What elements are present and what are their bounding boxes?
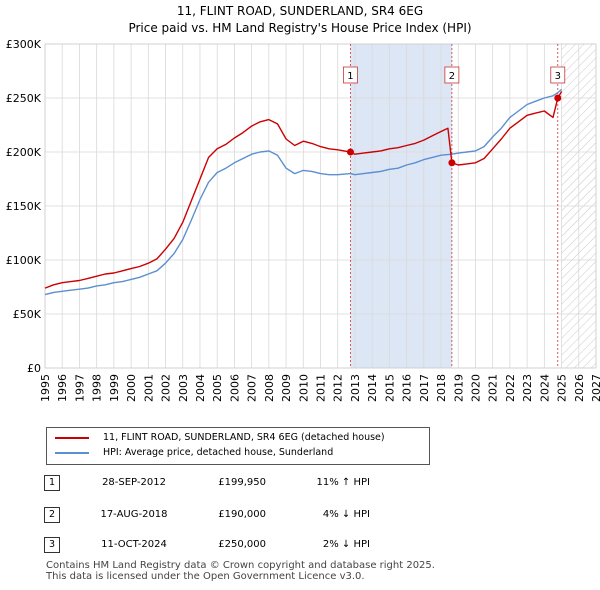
x-tick-label: 2005: [211, 374, 224, 402]
price-chart: £0 £50K £100K £150K £200K £250K £300K 1995 1996 1…: [6, 38, 600, 402]
footer-line-licence: This data is licensed under the Open Gov…: [46, 571, 365, 582]
y-tick-label: £100K: [6, 254, 42, 267]
y-tick-label: £150K: [6, 200, 42, 213]
x-tick-label: 2016: [401, 374, 414, 402]
x-tick-label: 2013: [349, 374, 362, 402]
sale-marker-label: 3: [555, 71, 561, 82]
sale-number-badge: 3: [44, 537, 60, 553]
y-tick-label: £50K: [13, 308, 42, 321]
sale-price: £250,000: [218, 539, 266, 550]
x-tick-label: 2012: [332, 374, 345, 402]
chart-subtitle: Price paid vs. HM Land Registry's House …: [128, 21, 472, 35]
x-tick-label: 2007: [246, 374, 259, 402]
x-tick-label: 2025: [556, 374, 569, 402]
x-tick-label: 2014: [366, 374, 379, 402]
table-row: 2 17-AUG-2018 £190,000 4% ↓ HPI: [0, 506, 600, 528]
x-tick-label: 1998: [91, 374, 104, 402]
sale-hpi-diff: 11% ↑ HPI: [316, 477, 370, 488]
sale-number-badge: 1: [44, 475, 60, 491]
legend-label-property: 11, FLINT ROAD, SUNDERLAND, SR4 6EG (det…: [103, 432, 385, 443]
x-tick-label: 2022: [504, 374, 517, 402]
sale-hpi-diff: 2% ↓ HPI: [322, 539, 370, 550]
x-tick-label: 1999: [108, 374, 121, 402]
x-tick-label: 2018: [435, 374, 448, 402]
sale-marker-box: [343, 66, 358, 84]
sale-price: £199,950: [218, 477, 266, 488]
sale-number-badge: 2: [44, 507, 60, 523]
sale-date: 28-SEP-2012: [102, 477, 166, 488]
table-row: 3 11-OCT-2024 £250,000 2% ↓ HPI: [0, 536, 600, 558]
sale-marker-label: 1: [347, 71, 353, 82]
x-tick-label: 1995: [39, 374, 52, 402]
x-tick-label: 2015: [383, 374, 396, 402]
y-tick-label: £200K: [6, 146, 42, 159]
sale-date: 17-AUG-2018: [100, 509, 168, 520]
sale-point: [448, 159, 456, 167]
x-tick-label: 2021: [487, 374, 500, 402]
x-tick-label: 2008: [263, 374, 276, 402]
x-tick-label: 2010: [297, 374, 310, 402]
x-tick-label: 2006: [228, 374, 241, 402]
property-line-swatch: [55, 437, 89, 439]
sale-marker-label: 2: [449, 71, 455, 82]
sale-marker-box: [550, 66, 566, 84]
x-tick-label: 2023: [521, 374, 534, 402]
hpi-line: [44, 88, 563, 296]
sale-point: [346, 148, 354, 156]
sale-point: [554, 94, 562, 102]
sale-price: £190,000: [218, 509, 266, 520]
legend-label-hpi: HPI: Average price, detached house, Sund…: [103, 447, 334, 458]
table-row: 1 28-SEP-2012 £199,950 11% ↑ HPI: [0, 474, 600, 496]
x-tick-label: 2024: [538, 374, 551, 402]
property-price-line: [44, 91, 563, 289]
y-tick-label: £250K: [6, 92, 42, 105]
x-tick-label: 2004: [194, 374, 207, 402]
sale-marker-box: [444, 66, 460, 84]
x-tick-label: 2003: [177, 374, 190, 402]
x-tick-label: 1996: [56, 374, 69, 402]
x-tick-label: 2020: [469, 374, 482, 402]
x-tick-label: 2002: [160, 374, 173, 402]
chart-title: 11, FLINT ROAD, SUNDERLAND, SR4 6EG: [176, 4, 424, 18]
footer-line-copyright: Contains HM Land Registry data © Crown c…: [46, 560, 435, 571]
x-tick-label: 1997: [73, 374, 86, 402]
x-tick-label: 2026: [573, 374, 586, 402]
x-tick-label: 2000: [125, 374, 138, 402]
chart-legend: 11, FLINT ROAD, SUNDERLAND, SR4 6EG (det…: [46, 427, 430, 465]
x-tick-label: 2009: [280, 374, 293, 402]
sale-date: 11-OCT-2024: [101, 539, 167, 550]
hpi-line-swatch: [55, 452, 89, 454]
x-tick-label: 2017: [418, 374, 431, 402]
y-tick-label: £300K: [6, 38, 42, 51]
footer-attribution: Contains HM Land Registry data © Crown c…: [46, 560, 435, 582]
x-tick-label: 2027: [590, 374, 600, 402]
sale-hpi-diff: 4% ↓ HPI: [322, 509, 370, 520]
y-tick-label: £0: [27, 362, 41, 375]
x-tick-label: 2019: [452, 374, 465, 402]
x-tick-label: 2011: [315, 374, 328, 402]
plot-border: [44, 43, 597, 369]
x-tick-label: 2001: [142, 374, 155, 402]
